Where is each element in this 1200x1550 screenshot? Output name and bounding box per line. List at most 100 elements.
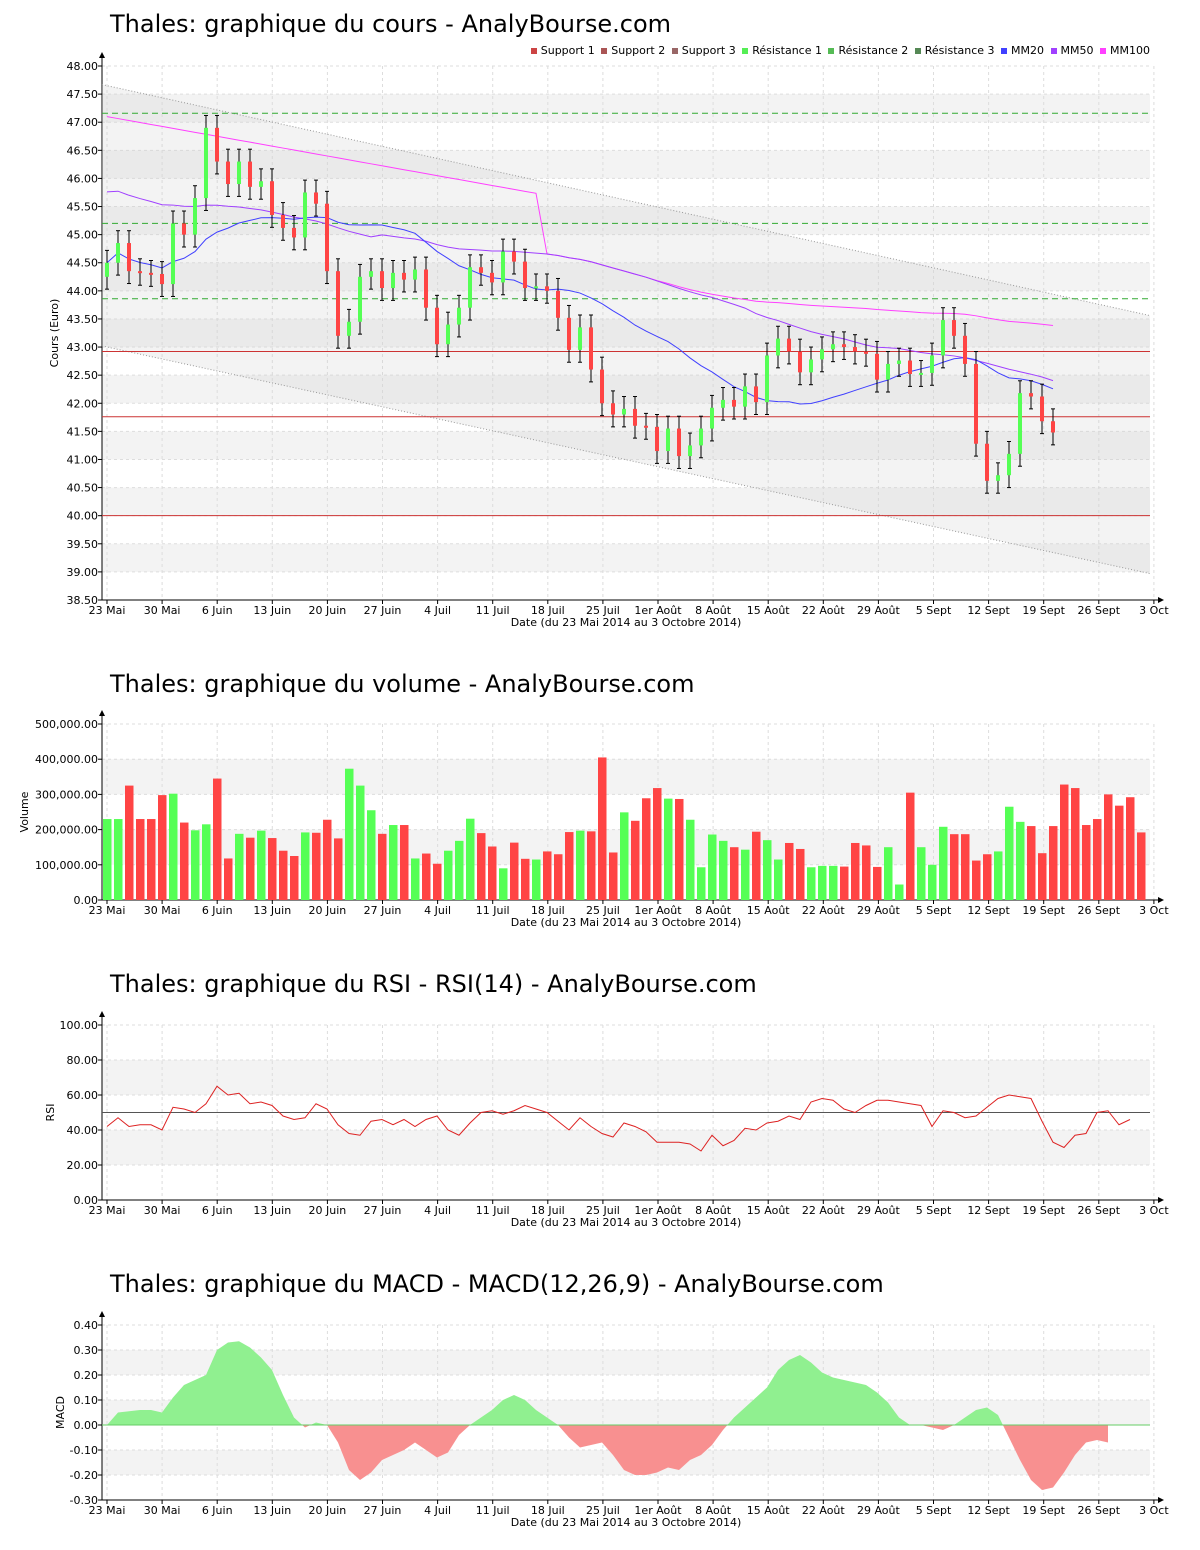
volume-bar [389, 825, 398, 900]
candle-body [237, 161, 241, 185]
candle-body [721, 399, 725, 408]
macd-area-segment [437, 1425, 448, 1458]
candle-body [798, 351, 802, 373]
x-tick-label: 18 Juil [531, 1504, 565, 1517]
macd-area-segment [965, 1410, 976, 1425]
volume-bar [114, 819, 123, 900]
candle-body [809, 359, 813, 373]
candle-body [974, 363, 978, 444]
candle-body [545, 286, 549, 291]
candle-body [182, 223, 186, 235]
y-tick-label: 100.00 [60, 1019, 99, 1032]
macd-area-segment [602, 1425, 613, 1455]
y-tick-label: 44.50 [67, 257, 99, 270]
candle-body [314, 192, 318, 204]
y-tick-label: 39.00 [67, 566, 99, 579]
volume-bar [906, 792, 915, 900]
y-axis-arrow [99, 710, 105, 716]
candle-body [358, 276, 362, 322]
legend-support-1: Support 1 [530, 44, 595, 57]
x-tick-label: 4 Juil [424, 1504, 451, 1517]
candle-body [490, 272, 494, 283]
legend-support-2: Support 2 [601, 44, 665, 57]
candle-body [567, 317, 571, 350]
trend-line-upper [101, 84, 1151, 317]
y-tick-label: -0.10 [70, 1444, 98, 1457]
x-tick-label: 22 Août [802, 1204, 846, 1217]
x-axis-label: Date (du 23 Mai 2014 au 3 Octobre 2014) [511, 1216, 742, 1229]
macd-area-segment [998, 1415, 1003, 1425]
volume-bar [499, 868, 508, 900]
candle-body [116, 243, 120, 263]
x-tick-label: 22 Août [802, 604, 846, 617]
legend-mm20: MM20 [1001, 44, 1044, 57]
macd-area-segment [789, 1355, 800, 1425]
x-tick-label: 5 Sept [916, 1204, 952, 1217]
macd-area-segment [613, 1425, 624, 1470]
y-tick-label: 40.00 [67, 1124, 99, 1137]
macd-area-segment [129, 1410, 140, 1425]
macd-area-segment [1002, 1425, 1009, 1438]
y-tick-label: 40.00 [67, 510, 99, 523]
volume-bar [1093, 819, 1102, 900]
y-axis-arrow [99, 1311, 105, 1317]
candle-body [941, 320, 945, 356]
macd-area-segment [635, 1425, 646, 1475]
candle-body [446, 324, 450, 345]
x-tick-label: 4 Juil [424, 1204, 451, 1217]
macd-area-segment [503, 1395, 514, 1425]
x-tick-label: 27 Juin [364, 604, 402, 617]
volume-bar [664, 798, 673, 900]
volume-bar [796, 848, 805, 900]
x-tick-label: 19 Sept [1022, 1504, 1065, 1517]
candle-body [523, 261, 527, 289]
candle-body [501, 251, 505, 283]
volume-bar [1071, 788, 1080, 900]
macd-area-segment [173, 1385, 184, 1425]
candle-body [875, 353, 879, 380]
y-tick-label: 38.50 [67, 594, 99, 607]
y-tick-label: 42.50 [67, 369, 99, 382]
macd-area-segment [855, 1382, 866, 1425]
volume-bar [1038, 853, 1047, 900]
x-tick-label: 13 Juin [253, 1504, 291, 1517]
x-tick-label: 29 Août [857, 904, 901, 917]
legend-mm100: MM100 [1100, 44, 1150, 57]
macd-area-segment [393, 1425, 404, 1455]
volume-bar [213, 778, 222, 900]
volume-bar [378, 833, 387, 900]
macd-area-segment [261, 1357, 272, 1425]
volume-bar [367, 810, 376, 900]
volume-bar [246, 837, 255, 900]
macd-area-segment [954, 1417, 965, 1425]
x-tick-label: 3 Oct [1139, 904, 1169, 917]
x-tick-label: 8 Août [695, 604, 732, 617]
y-tick-label: -0.20 [70, 1469, 98, 1482]
macd-area-segment [404, 1425, 415, 1450]
trend-channel [102, 84, 1150, 574]
volume-bar [862, 845, 871, 900]
candle-body [1018, 393, 1022, 454]
macd-area-segment [558, 1425, 569, 1438]
x-tick-label: 1er Août [634, 604, 682, 617]
volume-bar [939, 826, 948, 900]
macd-area-segment [624, 1425, 635, 1475]
x-tick-label: 25 Juil [586, 604, 620, 617]
macd-area-segment [239, 1341, 250, 1425]
macd-area-segment [228, 1341, 239, 1425]
price-chart: 38.50 39.00 39.50 40.00 40.50 41.00 41.50 42.00… [48, 52, 1169, 629]
y-tick-label: 47.50 [67, 88, 99, 101]
candle-body [171, 223, 175, 285]
candle-body [215, 127, 219, 162]
candle-body [380, 271, 384, 289]
macd-area-segment [657, 1425, 668, 1473]
volume-bar [224, 858, 233, 900]
volume-bar [345, 768, 354, 900]
y-tick-label: 0.10 [74, 1394, 99, 1407]
volume-bar [565, 832, 574, 900]
x-tick-label: 13 Juin [253, 1204, 291, 1217]
candle-body [952, 320, 956, 336]
volume-bar [983, 854, 992, 900]
macd-area-segment [734, 1407, 745, 1425]
grid-band [102, 94, 1150, 123]
